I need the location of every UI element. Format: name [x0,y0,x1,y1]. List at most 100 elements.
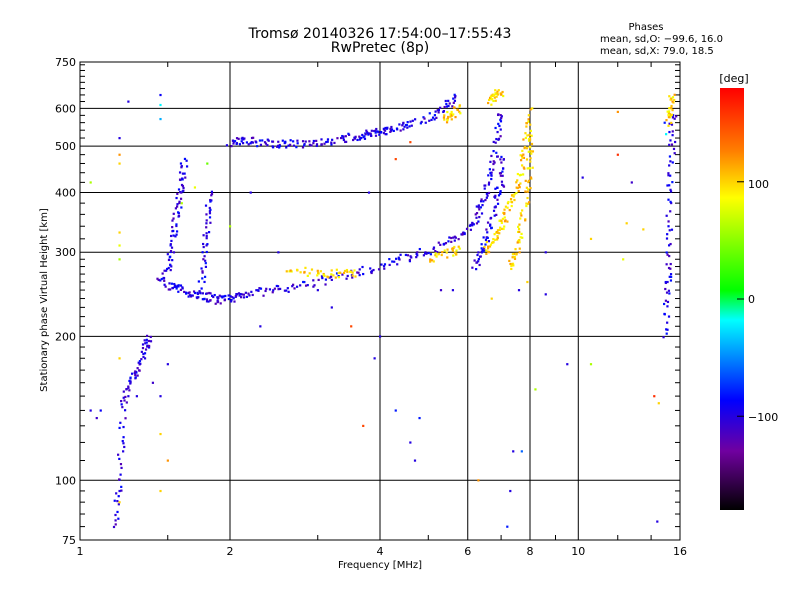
data-point [673,98,676,102]
data-point [323,142,326,145]
data-point [316,289,319,292]
data-point [463,232,466,235]
data-point [437,253,440,256]
data-point [230,145,233,148]
data-point [394,409,397,412]
data-point [447,104,450,108]
data-point [453,96,457,99]
data-point [416,254,419,257]
data-point [349,270,352,273]
data-point [425,252,428,255]
data-point [119,463,123,466]
data-point [235,294,238,297]
data-point [669,139,672,142]
data-point [475,212,479,215]
data-point [432,247,435,251]
data-point [121,439,124,443]
data-point [469,228,472,231]
data-point [303,144,306,147]
data-point [175,287,178,290]
data-point [333,141,336,145]
data-point [180,166,183,169]
data-point [144,348,148,351]
data-point [262,294,265,297]
data-point [501,227,504,230]
data-point [490,171,493,174]
data-point [523,167,526,170]
data-point [513,252,516,255]
data-point [444,242,448,245]
data-point [445,102,448,106]
data-point [515,186,518,189]
data-point [450,236,453,240]
data-point [668,184,671,187]
data-point [526,202,530,205]
data-point [301,140,305,143]
data-point [339,136,343,140]
data-point [494,99,497,102]
data-point [127,100,130,103]
data-point [413,459,417,462]
data-point [496,92,499,95]
data-point [347,132,350,135]
data-point [493,161,496,164]
data-point [172,217,175,220]
colorbar-ticks [737,181,744,417]
data-point [529,123,532,126]
data-point [277,144,280,147]
data-point [231,296,234,299]
y-axis-label: Stationary phase Virtual Height [km] [39,208,50,392]
data-point [232,142,235,145]
data-point [125,401,128,404]
data-point [353,136,356,139]
data-point [129,376,132,379]
data-point [423,117,426,120]
data-point [437,111,440,114]
data-point [169,234,173,238]
data-point [224,294,227,298]
data-point [330,275,333,278]
data-point [394,158,397,161]
data-point [304,266,307,269]
data-point [458,104,461,107]
data-point [201,270,204,273]
data-point [118,231,121,234]
data-point [380,263,383,266]
data-point [368,132,371,135]
data-point [478,263,481,267]
data-point [204,262,207,265]
data-point [358,138,361,141]
data-point [299,284,302,287]
y-tick-label: 75 [62,534,76,547]
data-point [442,116,446,119]
data-point [159,432,162,436]
data-point [263,141,267,144]
data-point [408,260,412,263]
data-point [480,212,484,215]
data-point [342,138,345,142]
data-point [369,267,372,270]
data-point [229,225,232,228]
data-point [292,140,295,143]
data-point [342,135,345,138]
data-point [494,89,497,92]
data-point [525,158,529,161]
data-point [437,109,440,112]
data-point [208,216,212,219]
data-point [283,289,287,292]
data-point [665,328,668,331]
data-point [667,116,671,119]
data-point [351,274,354,277]
data-point [429,260,432,263]
data-point [487,183,490,186]
data-point [174,207,177,210]
data-point [450,118,453,121]
data-point [500,221,503,224]
data-point [506,525,509,528]
data-point [271,291,274,294]
data-point [320,143,323,146]
data-point [496,198,499,201]
data-point [330,269,333,272]
data-point [502,185,506,188]
data-point [415,256,418,259]
